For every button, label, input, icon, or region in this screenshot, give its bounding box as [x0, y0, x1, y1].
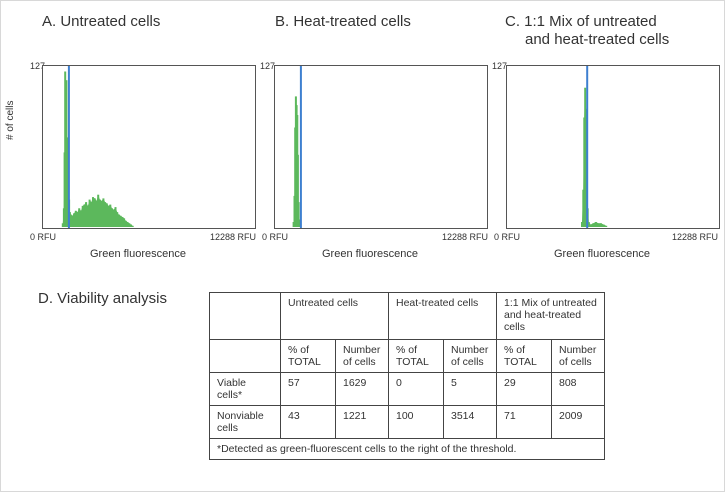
table-cell: 3514	[443, 405, 497, 439]
histogram-area	[62, 71, 133, 227]
panel-a-plot-svg	[61, 66, 134, 228]
table-subheader-pct: % of TOTAL	[280, 339, 336, 373]
table-subheader-pct: % of TOTAL	[496, 339, 552, 373]
table-cell: 71	[496, 405, 552, 439]
table-subheader-count: Number of cells	[443, 339, 497, 373]
panel-a-xmin-label: 0 RFU	[30, 232, 57, 242]
table-cell: 0	[388, 372, 444, 406]
panel-c-ymax-label: 127	[492, 61, 508, 71]
panel-c-xmin-label: 0 RFU	[494, 232, 521, 242]
table-cell: 2009	[551, 405, 605, 439]
panel-b-x-axis-title: Green fluorescence	[322, 248, 418, 260]
table-row-nonviable: Nonviable cells 43 1221 100 3514 71 2009	[209, 405, 605, 439]
panel-c-histogram	[506, 65, 720, 229]
table-group-header-untreated: Untreated cells	[280, 292, 389, 340]
panel-c-title: C. 1:1 Mix of untreated and heat-treated…	[505, 13, 670, 48]
panel-b-histogram	[274, 65, 488, 229]
panel-b-plot-svg	[292, 66, 302, 228]
panel-b-xmin-label: 0 RFU	[262, 232, 289, 242]
table-cell: 100	[388, 405, 444, 439]
table-subheader-blank	[209, 339, 281, 373]
table-subheader-pct: % of TOTAL	[388, 339, 444, 373]
panel-b-ymax-label: 127	[260, 61, 276, 71]
panel-a-histogram	[42, 65, 256, 229]
panel-a-ymax-label: 127	[30, 61, 46, 71]
table-row-viable: Viable cells* 57 1629 0 5 29 808	[209, 372, 605, 406]
histogram-area	[582, 87, 607, 227]
histogram-bar	[605, 225, 608, 227]
table-footnote-row: *Detected as green-fluorescent cells to …	[209, 438, 605, 460]
panel-a-xmax-label: 12288 RFU	[210, 232, 257, 242]
panel-b-title: B. Heat-treated cells	[275, 13, 411, 30]
table-header-row: Untreated cells Heat-treated cells 1:1 M…	[209, 292, 605, 340]
panel-c-xmax-label: 12288 RFU	[672, 232, 719, 242]
histogram-area	[293, 96, 300, 228]
table-cell: 1629	[335, 372, 389, 406]
table-cell: 57	[280, 372, 336, 406]
panel-c-x-axis-title: Green fluorescence	[554, 248, 650, 260]
table-row-label: Viable cells*	[209, 372, 281, 406]
table-corner-cell	[209, 292, 281, 340]
table-cell: 808	[551, 372, 605, 406]
table-footnote: *Detected as green-fluorescent cells to …	[209, 438, 605, 460]
table-subheader-count: Number of cells	[551, 339, 605, 373]
panel-b-xmax-label: 12288 RFU	[442, 232, 489, 242]
panel-c-plot-svg	[581, 66, 608, 228]
table-cell: 43	[280, 405, 336, 439]
table-subheader-count: Number of cells	[335, 339, 389, 373]
panel-a-title: A. Untreated cells	[42, 13, 161, 30]
viability-table: Untreated cells Heat-treated cells 1:1 M…	[209, 292, 605, 460]
table-cell: 1221	[335, 405, 389, 439]
table-group-header-mix: 1:1 Mix of untreated and heat-treated ce…	[496, 292, 605, 340]
table-group-header-heat-treated: Heat-treated cells	[388, 292, 497, 340]
viability-section-title: D. Viability analysis	[38, 290, 167, 307]
table-subheader-row: % of TOTAL Number of cells % of TOTAL Nu…	[209, 339, 605, 373]
panel-a-x-axis-title: Green fluorescence	[90, 248, 186, 260]
table-cell: 29	[496, 372, 552, 406]
table-row-label: Nonviable cells	[209, 405, 281, 439]
table-cell: 5	[443, 372, 497, 406]
y-axis-title: # of cells	[5, 100, 16, 140]
